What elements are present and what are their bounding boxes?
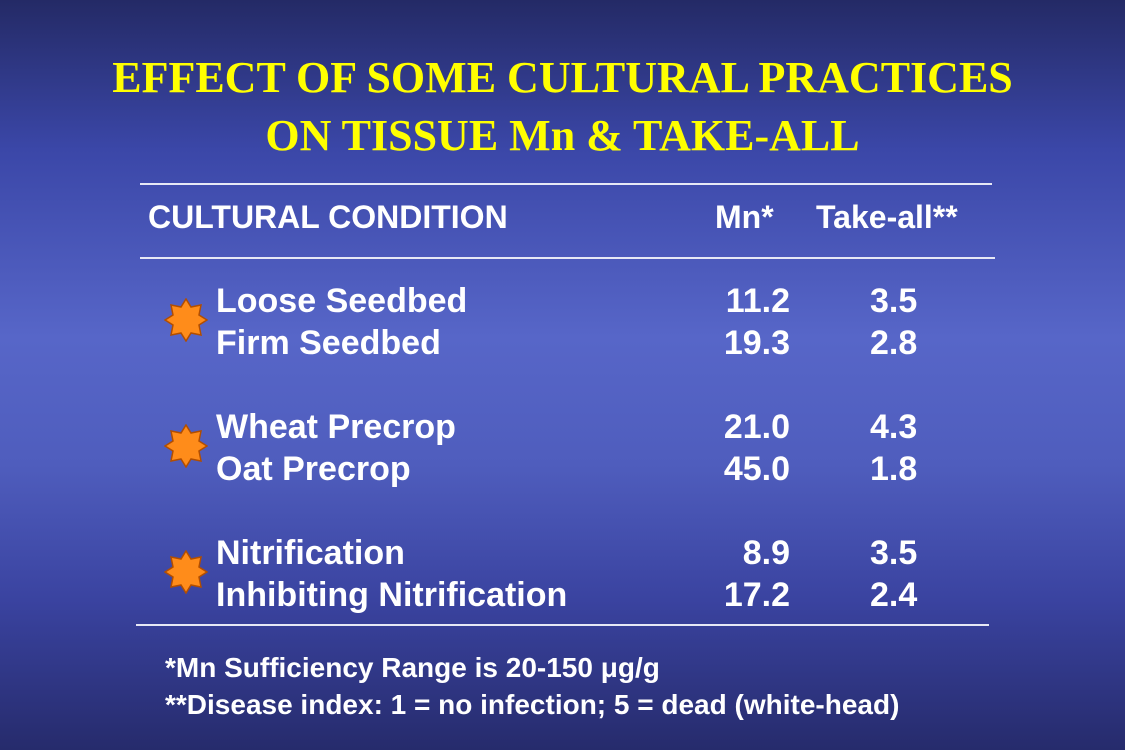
condition-inhibiting-nitrification: Inhibiting Nitrification [216, 576, 568, 614]
take-all-value: 4.3 [870, 408, 918, 446]
take-all-value: 2.4 [870, 576, 918, 614]
condition-firm-seedbed: Firm Seedbed [216, 324, 441, 362]
take-all-value: 2.8 [870, 324, 918, 362]
orange-starburst-icon [164, 550, 208, 594]
mn-value: 8.9 [742, 534, 790, 572]
header-take-all: Take-all** [816, 199, 958, 235]
condition-nitrification: Nitrification [216, 534, 405, 572]
slide-title-line-1: EFFECT OF SOME CULTURAL PRACTICES [112, 53, 1013, 102]
header-mn: Mn* [715, 199, 774, 235]
mn-value: 17.2 [723, 576, 790, 614]
condition-loose-seedbed: Loose Seedbed [216, 282, 468, 320]
table-bottom-rule [136, 624, 989, 626]
mn-value: 45.0 [723, 450, 790, 488]
take-all-value: 3.5 [870, 534, 918, 572]
take-all-value: 1.8 [870, 450, 918, 488]
condition-wheat-precrop: Wheat Precrop [216, 408, 456, 446]
condition-oat-precrop: Oat Precrop [216, 450, 411, 488]
mn-value: 11.2 [725, 282, 790, 320]
take-all-value: 3.5 [870, 282, 918, 320]
mn-value: 21.0 [723, 408, 790, 446]
orange-starburst-icon [164, 298, 208, 342]
header-cultural-condition: CULTURAL CONDITION [148, 199, 508, 235]
header-bottom-rule [140, 257, 995, 259]
footnote-mn-sufficiency: *Mn Sufficiency Range is 20-150 μg/g [165, 652, 660, 683]
slide-title-line-2: ON TISSUE Mn & TAKE-ALL [265, 111, 860, 160]
table-top-rule [140, 183, 992, 185]
footnote-disease-index: **Disease index: 1 = no infection; 5 = d… [165, 689, 900, 720]
orange-starburst-icon [164, 424, 208, 468]
mn-value: 19.3 [723, 324, 790, 362]
